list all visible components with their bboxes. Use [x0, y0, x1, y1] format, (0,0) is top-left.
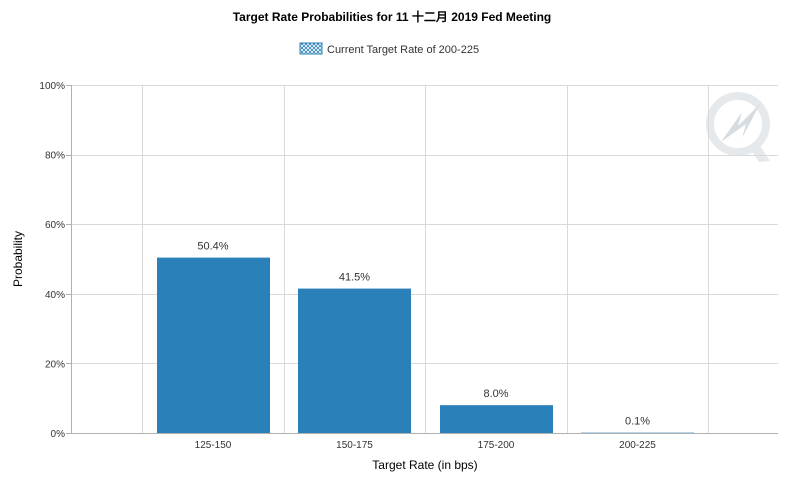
y-tick-label: 80% — [45, 151, 65, 162]
y-tick-label: 60% — [45, 220, 65, 231]
quikstrike-logo-icon — [710, 96, 770, 162]
legend-swatch — [300, 43, 322, 54]
x-tick-label: 200-225 — [619, 440, 656, 451]
data-label: 0.1% — [625, 416, 650, 428]
bar-150-175[interactable] — [298, 289, 411, 433]
x-tick-label: 175-200 — [478, 440, 515, 451]
chart-title: Target Rate Probabilities for 11 十二月 201… — [233, 9, 552, 24]
legend[interactable]: Current Target Rate of 200-225 — [300, 43, 479, 56]
y-tick-label: 100% — [39, 81, 65, 92]
y-tick-label: 40% — [45, 290, 65, 301]
data-label: 41.5% — [339, 272, 370, 284]
bar-175-200[interactable] — [440, 405, 553, 433]
plot-area: 0% 20% 40% 60% 80% 100% 50.4% 125-150 41.5% 150-1… — [39, 81, 778, 451]
y-tick-label: 20% — [45, 359, 65, 370]
x-axis-label: Target Rate (in bps) — [372, 458, 477, 472]
bar-125-150[interactable] — [157, 258, 270, 433]
y-axis-label: Probability — [11, 231, 25, 287]
y-tick-label: 0% — [51, 429, 66, 440]
x-tick-label: 125-150 — [195, 440, 232, 451]
data-label: 50.4% — [197, 241, 228, 253]
data-label: 8.0% — [483, 388, 508, 400]
x-tick-label: 150-175 — [336, 440, 373, 451]
legend-label: Current Target Rate of 200-225 — [327, 44, 479, 56]
